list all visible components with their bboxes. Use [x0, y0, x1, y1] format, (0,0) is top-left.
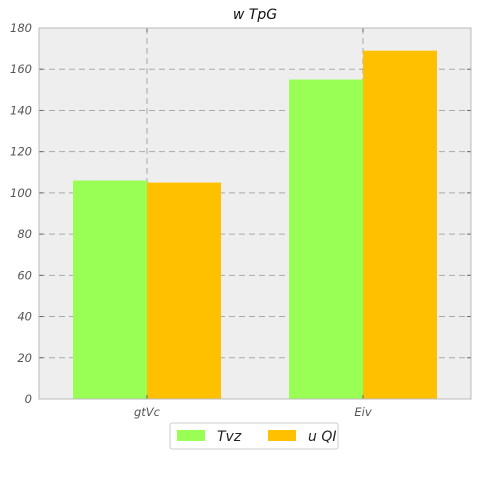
bar-tvz-eiv: [289, 80, 363, 399]
y-tick-label: 20: [17, 351, 32, 365]
y-tick-label: 160: [10, 62, 32, 76]
y-tick-label: 180: [10, 21, 32, 35]
y-tick-label: 60: [17, 268, 32, 282]
y-tick-label: 100: [10, 186, 32, 200]
x-tick-label: Eiv: [354, 405, 371, 419]
bar-tvz-gtvc: [73, 181, 147, 399]
y-tick-label: 80: [17, 227, 32, 241]
bar-u-qi-eiv: [363, 51, 437, 399]
y-tick-label: 0: [25, 392, 32, 406]
legend-swatch: [268, 430, 296, 441]
chart-title: w TpG: [233, 7, 277, 23]
y-tick-label: 40: [17, 310, 32, 324]
legend-label: Tvz: [217, 429, 242, 445]
y-tick-label: 140: [10, 103, 32, 117]
bar-u-qi-gtvc: [147, 183, 221, 399]
legend: Tvz u QI: [170, 423, 338, 449]
y-tick-label: 120: [10, 145, 32, 159]
legend-swatch: [177, 430, 205, 441]
legend-label: u QI: [308, 429, 336, 445]
x-tick-label: gtVc: [134, 405, 161, 419]
